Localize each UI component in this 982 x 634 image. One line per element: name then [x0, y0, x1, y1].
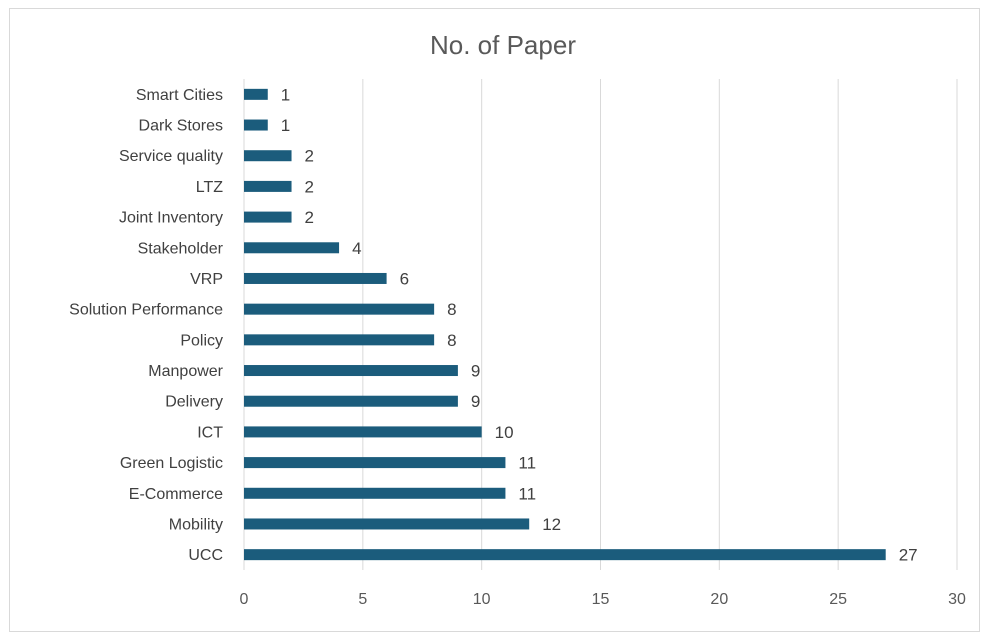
chart-title: No. of Paper — [430, 30, 576, 60]
data-label: 2 — [305, 208, 314, 227]
bar — [244, 487, 506, 499]
x-tick-label: 0 — [240, 591, 249, 608]
category-label: Policy — [180, 332, 223, 349]
x-tick-label: 10 — [473, 591, 491, 608]
bar — [244, 518, 530, 530]
x-axis-tick-labels: 0 5 10 15 20 25 30 — [240, 591, 966, 608]
category-label: Service quality — [119, 148, 223, 165]
data-label: 1 — [281, 85, 290, 104]
category-label: Stakeholder — [138, 240, 224, 257]
category-label: Manpower — [148, 363, 223, 380]
bar — [244, 242, 340, 254]
category-label: Joint Inventory — [119, 210, 223, 227]
category-label: Dark Stores — [139, 118, 223, 135]
gridlines — [243, 79, 958, 570]
bar — [244, 549, 886, 561]
data-label: 8 — [447, 300, 456, 319]
category-label: VRP — [190, 271, 223, 288]
category-label: LTZ — [196, 179, 223, 196]
category-label: Delivery — [165, 394, 223, 411]
data-label: 4 — [352, 239, 361, 258]
data-label: 12 — [542, 515, 561, 534]
x-tick-label: 20 — [710, 591, 728, 608]
chart-frame: No. of Paper Smart Cities Dark Stores Serv… — [9, 8, 980, 632]
category-label: Green Logistic — [120, 455, 223, 472]
category-label: E-Commerce — [129, 486, 223, 503]
data-label: 10 — [495, 423, 514, 442]
category-label: Smart Cities — [136, 87, 223, 104]
category-label: Mobility — [169, 516, 223, 533]
bar — [244, 303, 435, 315]
bars — [244, 88, 886, 561]
data-label: 6 — [400, 269, 409, 288]
bar-chart: No. of Paper Smart Cities Dark Stores Serv… — [69, 30, 966, 608]
bar — [244, 119, 268, 131]
bar — [244, 395, 458, 407]
data-label: 9 — [471, 392, 480, 411]
data-label: 2 — [305, 177, 314, 196]
bar — [244, 211, 292, 223]
bar — [244, 334, 435, 346]
x-tick-label: 5 — [358, 591, 367, 608]
bar — [244, 272, 387, 284]
bar — [244, 88, 268, 100]
data-label: 1 — [281, 116, 290, 135]
bar — [244, 180, 292, 192]
category-label: Solution Performance — [69, 302, 223, 319]
data-label: 2 — [305, 147, 314, 166]
bar — [244, 426, 482, 438]
data-label: 11 — [518, 484, 536, 503]
category-labels: Smart Cities Dark Stores Service quality LT… — [69, 87, 224, 564]
bar — [244, 457, 506, 469]
data-label: 27 — [899, 546, 918, 565]
bar — [244, 365, 458, 377]
bar — [244, 150, 292, 162]
data-label: 11 — [518, 454, 536, 473]
category-label: UCC — [188, 547, 223, 564]
x-tick-label: 15 — [592, 591, 610, 608]
data-label: 8 — [447, 331, 456, 350]
x-tick-label: 30 — [948, 591, 966, 608]
x-tick-label: 25 — [829, 591, 847, 608]
category-label: ICT — [197, 424, 223, 441]
data-label: 9 — [471, 362, 480, 381]
